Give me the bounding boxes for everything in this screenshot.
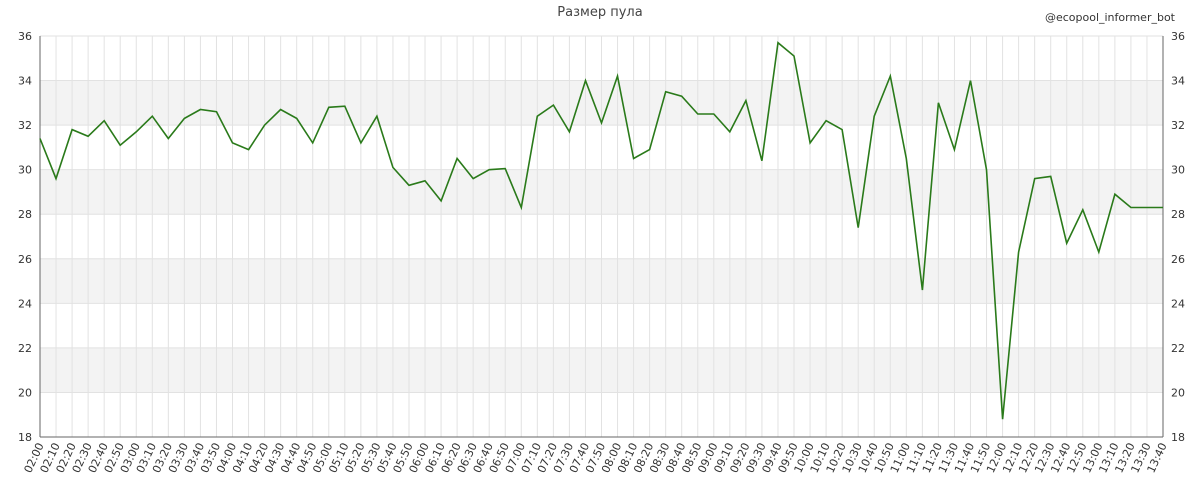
- y-tick-label: 26: [18, 253, 32, 266]
- y-tick-label-right: 20: [1171, 386, 1185, 399]
- y-tick-label-right: 34: [1171, 75, 1185, 88]
- y-tick-label: 18: [18, 431, 32, 444]
- y-tick-label-right: 18: [1171, 431, 1185, 444]
- y-tick-label: 34: [18, 75, 32, 88]
- y-tick-label: 36: [18, 30, 32, 43]
- y-tick-label-right: 28: [1171, 208, 1185, 221]
- y-tick-label-right: 30: [1171, 164, 1185, 177]
- y-tick-label: 32: [18, 119, 32, 132]
- y-tick-label-right: 36: [1171, 30, 1185, 43]
- y-tick-label-right: 22: [1171, 342, 1185, 355]
- y-tick-label: 22: [18, 342, 32, 355]
- y-tick-label: 20: [18, 386, 32, 399]
- y-tick-label: 24: [18, 297, 32, 310]
- y-tick-label-right: 24: [1171, 297, 1185, 310]
- y-tick-label-right: 32: [1171, 119, 1185, 132]
- y-tick-label: 30: [18, 164, 32, 177]
- chart-title: Размер пула: [557, 5, 642, 20]
- y-tick-label-right: 26: [1171, 253, 1185, 266]
- line-series: [39, 41, 1163, 420]
- annotation: @ecopool_informer_bot: [1045, 11, 1176, 24]
- y-tick-label: 28: [18, 208, 32, 221]
